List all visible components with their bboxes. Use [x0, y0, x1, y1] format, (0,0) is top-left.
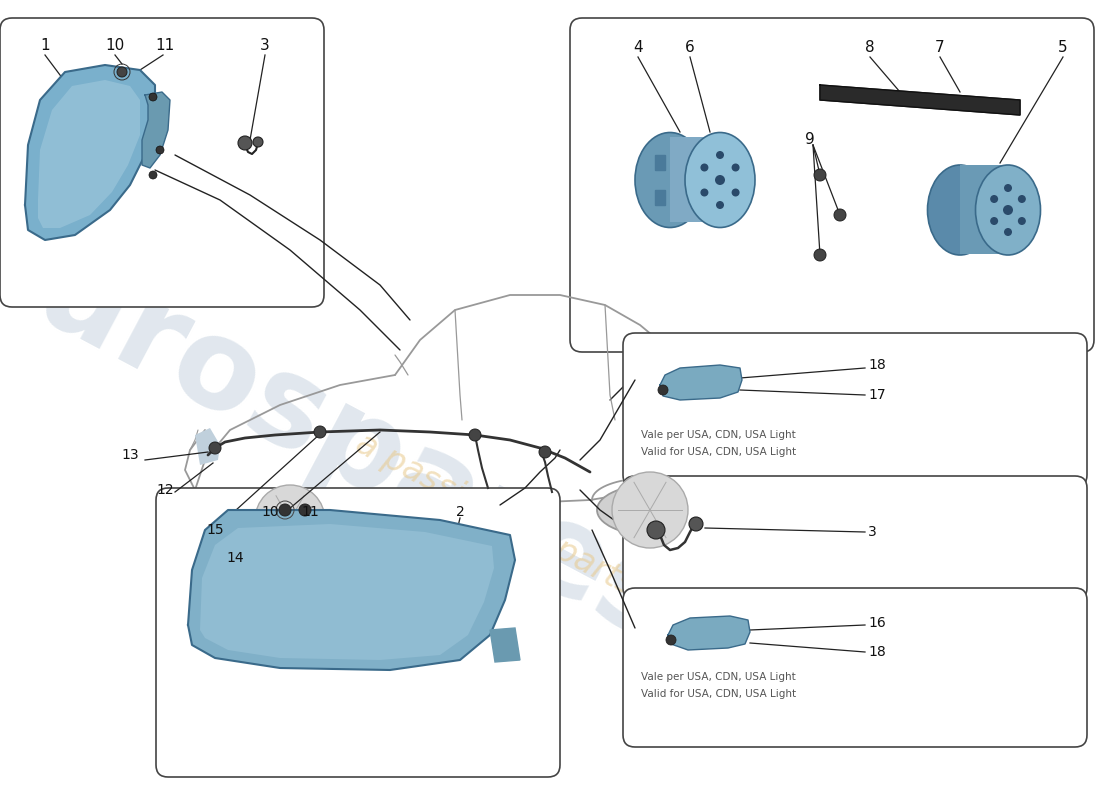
Circle shape	[1004, 184, 1012, 192]
Text: Vale per USA, CDN, USA Light: Vale per USA, CDN, USA Light	[641, 672, 795, 682]
Text: 8: 8	[866, 41, 874, 55]
Circle shape	[1003, 205, 1013, 215]
Circle shape	[314, 426, 326, 438]
Ellipse shape	[242, 495, 338, 545]
Circle shape	[1004, 228, 1012, 236]
FancyBboxPatch shape	[623, 333, 1087, 487]
Ellipse shape	[635, 133, 705, 227]
Polygon shape	[200, 524, 494, 660]
Polygon shape	[670, 137, 720, 222]
Circle shape	[701, 189, 708, 197]
Polygon shape	[660, 365, 743, 400]
Circle shape	[814, 169, 826, 181]
Text: 4: 4	[634, 41, 642, 55]
Text: a passion for parts since 1985: a passion for parts since 1985	[350, 427, 811, 693]
Polygon shape	[960, 165, 1008, 254]
Circle shape	[990, 217, 998, 225]
Text: 14: 14	[227, 551, 244, 565]
Circle shape	[716, 201, 724, 209]
Text: 12: 12	[156, 483, 174, 497]
Polygon shape	[142, 92, 170, 168]
Text: 9: 9	[805, 133, 815, 147]
Text: 10: 10	[261, 505, 278, 519]
Polygon shape	[25, 65, 155, 240]
FancyBboxPatch shape	[623, 588, 1087, 747]
Text: 18: 18	[868, 645, 886, 659]
Circle shape	[666, 635, 676, 645]
FancyBboxPatch shape	[570, 18, 1094, 352]
Text: 5: 5	[1058, 41, 1068, 55]
Polygon shape	[668, 616, 750, 650]
Text: Valid for USA, CDN, USA Light: Valid for USA, CDN, USA Light	[641, 447, 796, 457]
FancyBboxPatch shape	[156, 488, 560, 777]
Circle shape	[117, 67, 126, 77]
Text: 11: 11	[155, 38, 175, 53]
Polygon shape	[490, 628, 520, 662]
Circle shape	[209, 442, 221, 454]
Ellipse shape	[927, 165, 992, 255]
Circle shape	[732, 189, 739, 197]
Circle shape	[255, 485, 324, 555]
Text: 7: 7	[935, 41, 945, 55]
Ellipse shape	[685, 133, 755, 227]
Circle shape	[715, 175, 725, 185]
Circle shape	[658, 385, 668, 395]
Circle shape	[1018, 217, 1026, 225]
Polygon shape	[195, 428, 220, 465]
Text: 18: 18	[868, 358, 886, 372]
Polygon shape	[820, 85, 1020, 115]
Text: 11: 11	[301, 505, 319, 519]
Circle shape	[253, 137, 263, 147]
Text: Valid for USA, CDN, USA Light: Valid for USA, CDN, USA Light	[641, 689, 796, 699]
Circle shape	[299, 504, 311, 516]
Circle shape	[469, 429, 481, 441]
Circle shape	[732, 163, 739, 171]
Circle shape	[1018, 195, 1026, 203]
Circle shape	[156, 146, 164, 154]
Polygon shape	[39, 80, 140, 228]
Ellipse shape	[976, 165, 1041, 255]
Text: 2: 2	[455, 505, 464, 519]
Circle shape	[279, 504, 292, 516]
Ellipse shape	[597, 485, 703, 535]
Circle shape	[238, 136, 252, 150]
FancyBboxPatch shape	[623, 476, 1087, 600]
Text: 1: 1	[41, 38, 50, 53]
Text: 13: 13	[121, 448, 139, 462]
Polygon shape	[654, 190, 666, 205]
Circle shape	[834, 209, 846, 221]
Circle shape	[689, 517, 703, 531]
Polygon shape	[654, 155, 666, 170]
Text: 3: 3	[868, 525, 877, 539]
Text: eurospares: eurospares	[0, 191, 697, 669]
Text: 10: 10	[106, 38, 124, 53]
Text: 15: 15	[206, 523, 223, 537]
Circle shape	[701, 163, 708, 171]
Circle shape	[148, 93, 157, 101]
Text: 3: 3	[260, 38, 270, 53]
FancyBboxPatch shape	[0, 18, 324, 307]
Circle shape	[647, 521, 666, 539]
Text: Vale per USA, CDN, USA Light: Vale per USA, CDN, USA Light	[641, 430, 795, 440]
Circle shape	[814, 249, 826, 261]
Circle shape	[612, 472, 688, 548]
Text: 6: 6	[685, 41, 695, 55]
Circle shape	[716, 151, 724, 159]
Circle shape	[539, 446, 551, 458]
Circle shape	[990, 195, 998, 203]
Circle shape	[148, 171, 157, 179]
Text: 17: 17	[868, 388, 886, 402]
Text: 16: 16	[868, 616, 886, 630]
Polygon shape	[188, 510, 515, 670]
